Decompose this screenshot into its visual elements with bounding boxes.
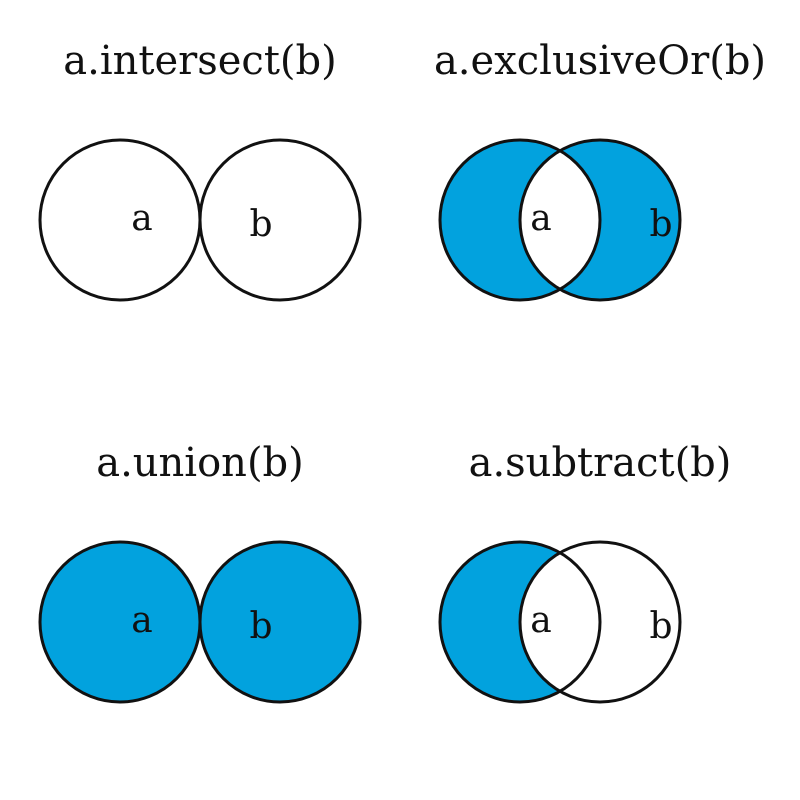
circle-b: [518, 138, 682, 302]
panel-union: a.union(b) a b: [38, 440, 362, 704]
label-b: b: [649, 204, 672, 245]
label-b: b: [249, 606, 272, 647]
label-a: a: [530, 198, 551, 239]
label-b: b: [249, 204, 272, 245]
label-a: a: [131, 600, 152, 641]
panel-title: a.intersect(b): [63, 38, 336, 84]
label-a: a: [530, 600, 551, 641]
panel-subtract: a.subtract(b) a b: [438, 440, 732, 704]
circle-b: [198, 540, 362, 704]
panel-title: a.subtract(b): [469, 440, 732, 486]
label-a: a: [131, 198, 152, 239]
union-region-b: [200, 542, 360, 702]
panel-title: a.exclusiveOr(b): [434, 38, 766, 84]
circle-a: [438, 138, 602, 302]
panel-intersect: a.intersect(b) a b: [38, 38, 362, 302]
circle-b: [518, 540, 682, 704]
circle-a: [38, 138, 202, 302]
label-b: b: [649, 606, 672, 647]
panel-title: a.union(b): [96, 440, 304, 486]
subtract-region: [440, 542, 600, 702]
circle-a: [438, 540, 602, 704]
circle-b: [198, 138, 362, 302]
union-region-a: [40, 542, 200, 702]
panel-exclusive-or: a.exclusiveOr(b) a b: [434, 38, 766, 302]
xor-region: [440, 140, 680, 300]
